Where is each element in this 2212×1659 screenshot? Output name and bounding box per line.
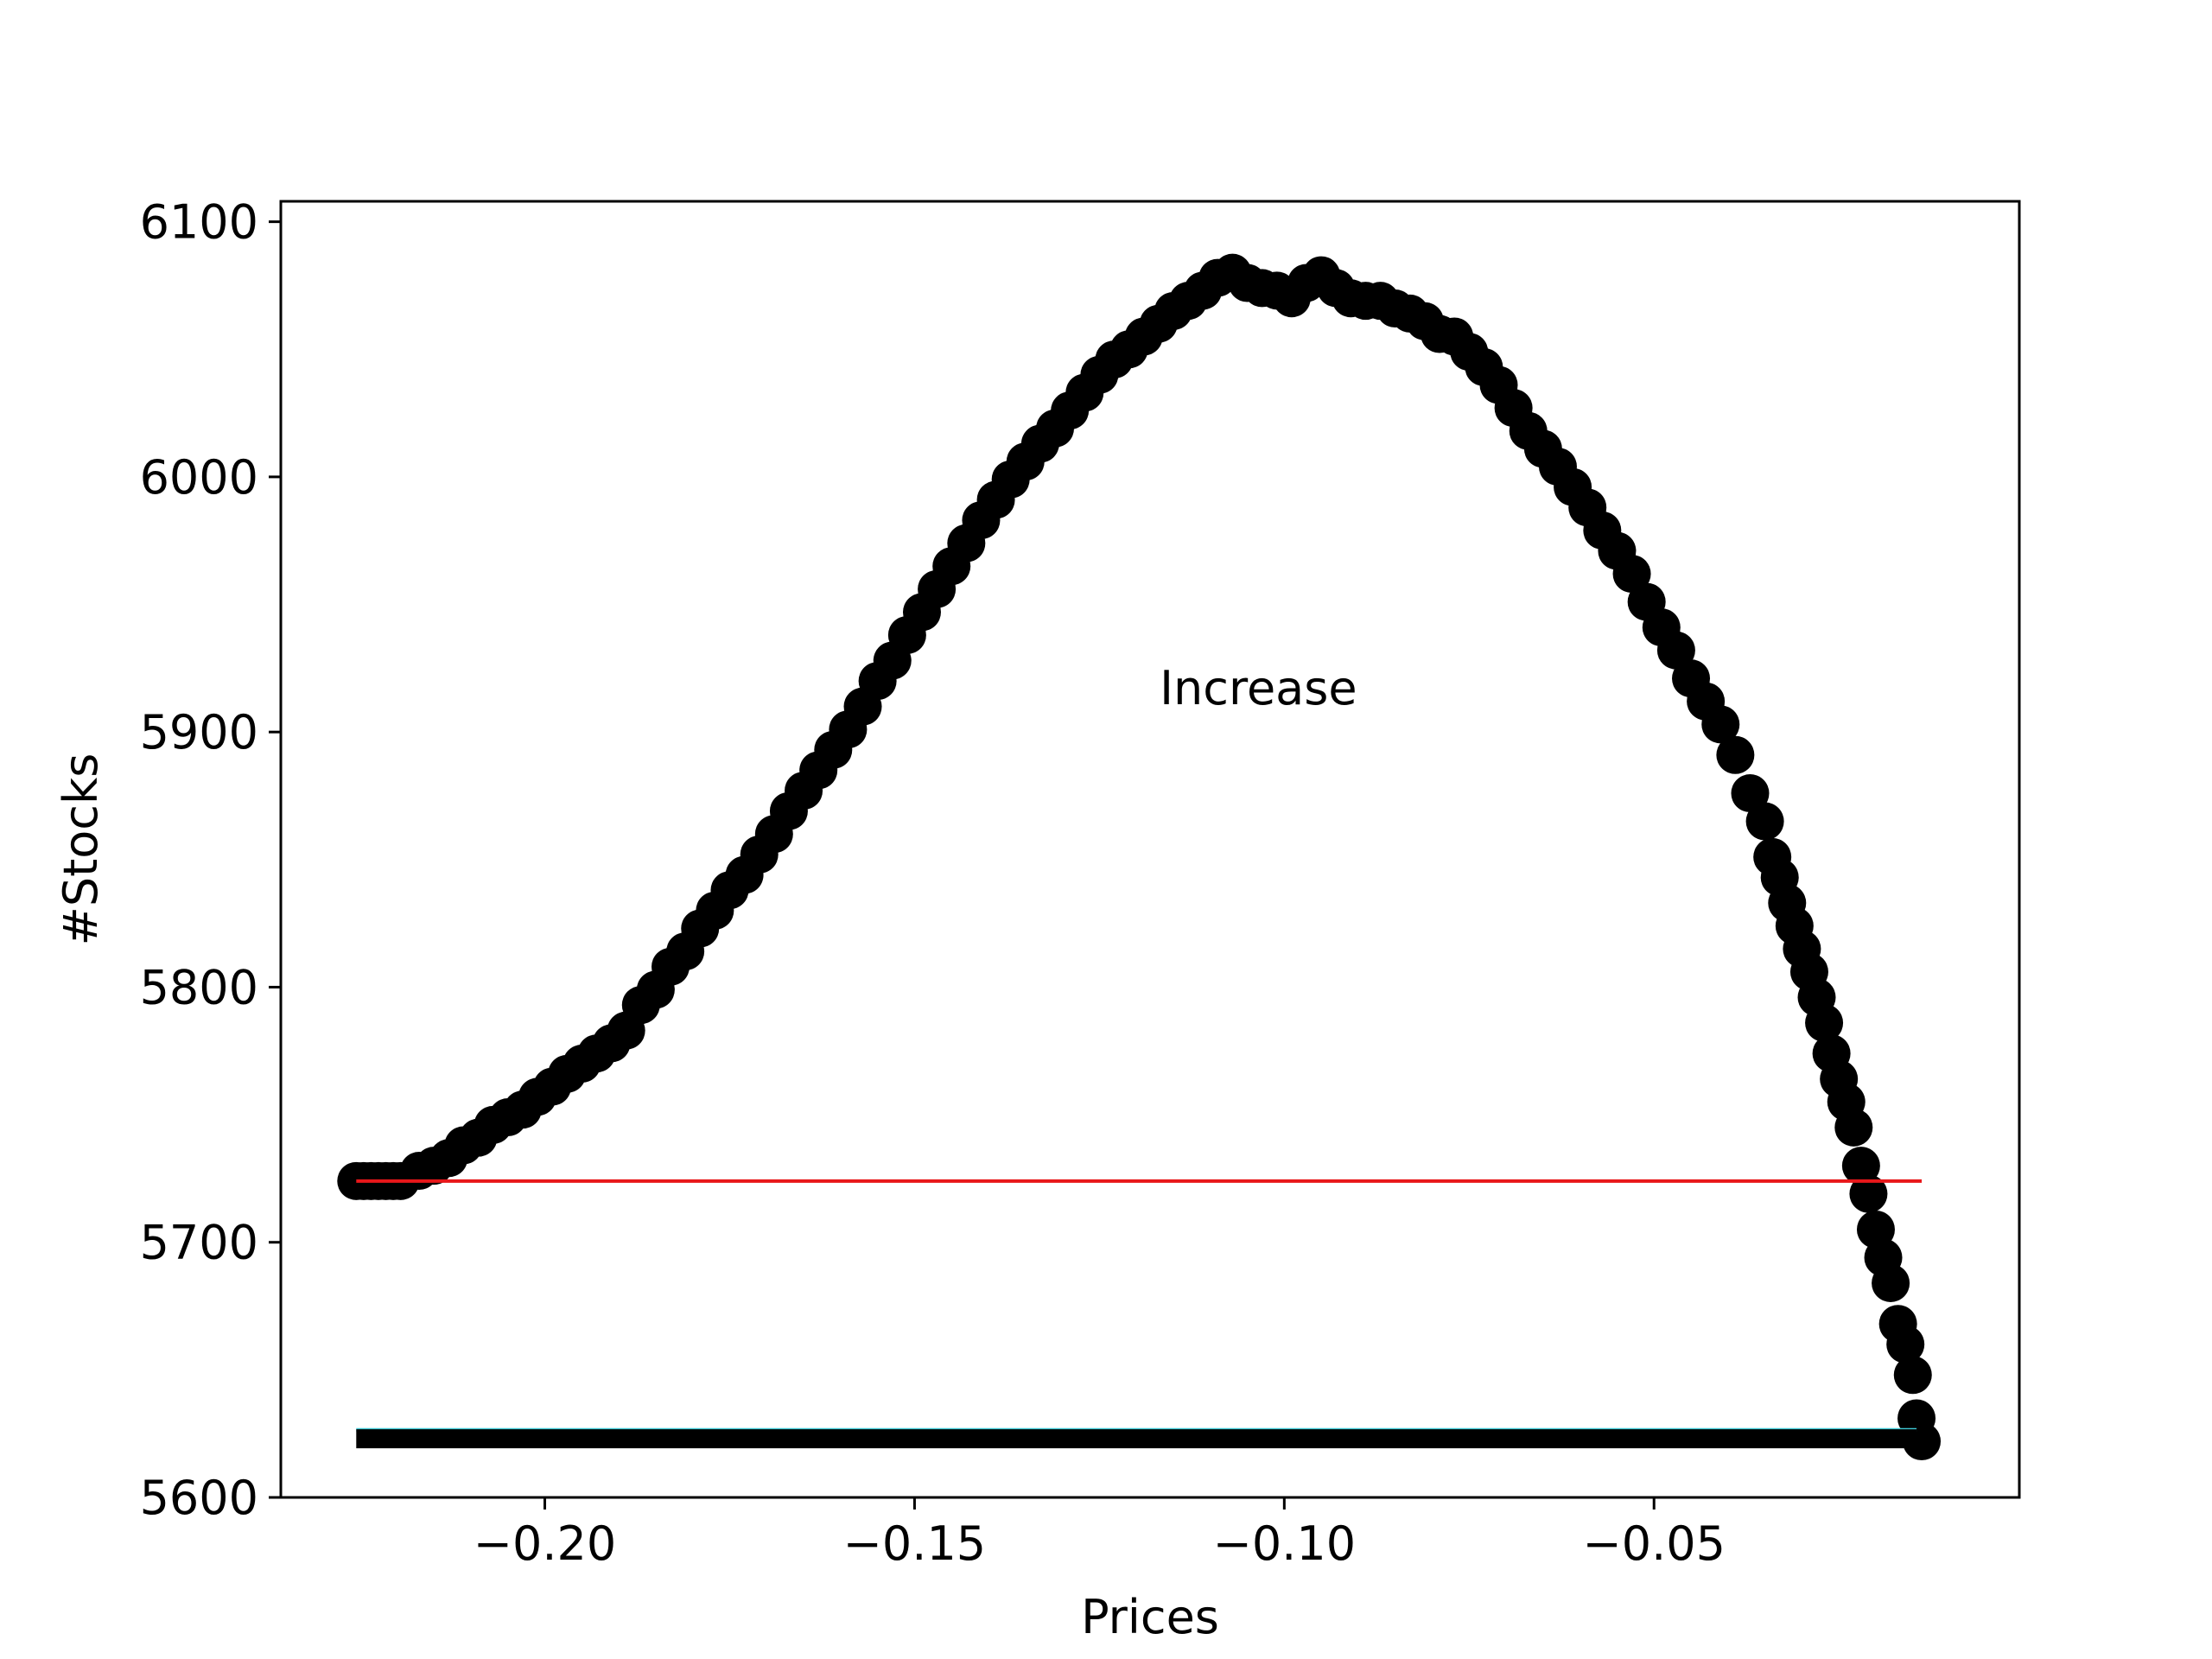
- data-point: [1834, 1108, 1873, 1147]
- y-tick-label: 6100: [140, 195, 258, 250]
- y-tick-label: 5600: [140, 1471, 258, 1525]
- x-axis-label: Prices: [1081, 1590, 1219, 1644]
- x-tick-label: −0.05: [1582, 1516, 1725, 1571]
- x-tick-label: −0.15: [843, 1516, 986, 1571]
- data-point: [1731, 774, 1770, 813]
- data-point: [1805, 1003, 1844, 1042]
- axes-frame: [279, 200, 2021, 1499]
- data-point: [1656, 631, 1695, 670]
- data-point: [1701, 705, 1740, 744]
- y-tick-label: 5900: [140, 705, 258, 760]
- data-point: [1612, 555, 1651, 594]
- data-point: [1745, 802, 1784, 841]
- axes: −0.20 −0.15 −0.10 −0.05 5600 5700 5800 5900 6000…: [140, 195, 1726, 1571]
- y-axis-label: #Stocks: [54, 753, 108, 946]
- annotation-text: Increase: [1160, 661, 1357, 715]
- y-tick-label: 6000: [140, 450, 258, 505]
- data-point: [1893, 1356, 1932, 1395]
- x-tick-label: −0.20: [474, 1516, 616, 1571]
- x-tick-label: −0.10: [1213, 1516, 1356, 1571]
- y-tick-label: 5800: [140, 960, 258, 1014]
- data-point: [1886, 1325, 1925, 1363]
- series-layer: [337, 253, 1942, 1461]
- data-point: [1716, 735, 1755, 774]
- data-point: [1872, 1263, 1910, 1302]
- y-tick-label: 5700: [140, 1216, 258, 1270]
- data-point: [1849, 1174, 1888, 1213]
